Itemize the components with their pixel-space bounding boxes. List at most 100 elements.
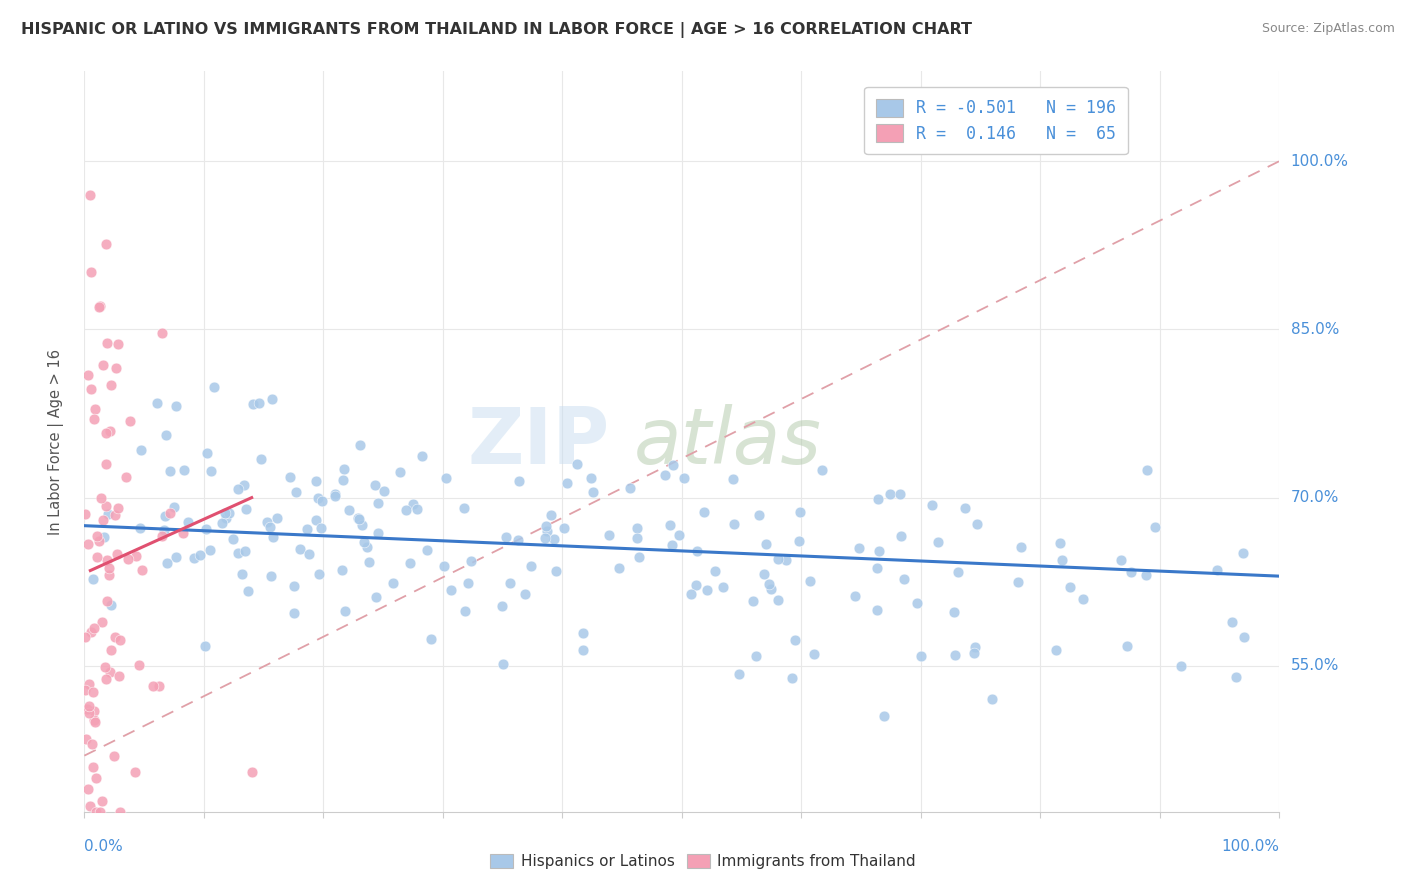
Point	[434, 471, 457, 485]
Point	[685, 578, 707, 592]
Point	[572, 626, 595, 640]
Point	[453, 501, 475, 516]
Point	[910, 648, 932, 663]
Point	[357, 555, 380, 569]
Point	[285, 485, 308, 500]
Point	[495, 530, 517, 544]
Point	[73, 507, 96, 521]
Text: Source: ZipAtlas.com: Source: ZipAtlas.com	[1261, 22, 1395, 36]
Point	[672, 471, 695, 485]
Point	[921, 498, 943, 512]
Point	[250, 451, 273, 466]
Point	[100, 598, 122, 612]
Point	[94, 426, 117, 441]
Point	[266, 510, 288, 524]
Point	[108, 669, 131, 683]
Point	[1059, 580, 1081, 594]
Point	[80, 738, 103, 752]
Point	[1049, 536, 1071, 550]
Point	[235, 502, 257, 516]
Point	[110, 805, 132, 819]
Point	[1225, 670, 1247, 684]
Point	[661, 538, 683, 552]
Point	[927, 535, 949, 549]
Point	[155, 556, 177, 570]
Point	[94, 236, 117, 251]
Point	[440, 583, 463, 598]
Point	[388, 465, 411, 479]
Point	[297, 522, 319, 536]
Point	[98, 561, 121, 575]
Text: 0.0%: 0.0%	[84, 838, 124, 854]
Point	[572, 643, 595, 657]
Point	[543, 532, 565, 546]
Point	[211, 516, 233, 531]
Point	[124, 549, 146, 563]
Point	[555, 475, 578, 490]
Point	[866, 492, 889, 507]
Text: HISPANIC OR LATINO VS IMMIGRANTS FROM THAILAND IN LABOR FORCE | AGE > 16 CORRELA: HISPANIC OR LATINO VS IMMIGRANTS FROM TH…	[21, 22, 972, 38]
Point	[948, 566, 970, 580]
Point	[150, 529, 173, 543]
Point	[82, 572, 104, 586]
Point	[152, 523, 174, 537]
Point	[865, 602, 887, 616]
Point	[77, 782, 100, 797]
Point	[96, 499, 118, 513]
Point	[508, 474, 530, 488]
Point	[766, 592, 789, 607]
Point	[233, 544, 256, 558]
Text: 100.0%: 100.0%	[1291, 153, 1348, 169]
Point	[755, 537, 778, 551]
Point	[873, 709, 896, 723]
Point	[242, 397, 264, 411]
Point	[129, 442, 152, 457]
Point	[353, 535, 375, 549]
Point	[420, 632, 443, 646]
Point	[565, 458, 588, 472]
Point	[90, 491, 112, 505]
Point	[1109, 553, 1132, 567]
Point	[789, 505, 811, 519]
Point	[96, 553, 118, 567]
Point	[1119, 566, 1142, 580]
Point	[165, 399, 187, 413]
Point	[305, 475, 328, 489]
Point	[307, 491, 329, 505]
Point	[540, 508, 562, 523]
Point	[582, 484, 605, 499]
Point	[492, 657, 515, 672]
Point	[364, 478, 387, 492]
Point	[349, 512, 371, 526]
Point	[658, 517, 681, 532]
Point	[83, 622, 105, 636]
Point	[943, 605, 966, 619]
Point	[77, 536, 100, 550]
Legend: Hispanics or Latinos, Immigrants from Thailand: Hispanics or Latinos, Immigrants from Th…	[484, 848, 922, 875]
Point	[148, 679, 170, 693]
Point	[1170, 659, 1192, 673]
Point	[80, 382, 103, 396]
Point	[226, 482, 249, 496]
Point	[188, 548, 211, 562]
Point	[107, 337, 129, 351]
Point	[75, 731, 97, 746]
Point	[332, 474, 354, 488]
Point	[752, 567, 775, 582]
Point	[544, 565, 567, 579]
Point	[83, 714, 105, 728]
Point	[82, 685, 104, 699]
Point	[195, 445, 218, 459]
Point	[893, 572, 915, 586]
Point	[506, 533, 529, 547]
Legend: R = -0.501   N = 196, R =  0.146   N =  65: R = -0.501 N = 196, R = 0.146 N = 65	[865, 87, 1128, 154]
Point	[236, 584, 259, 599]
Point	[889, 487, 911, 501]
Point	[86, 550, 108, 565]
Point	[86, 771, 108, 785]
Point	[107, 501, 129, 516]
Point	[77, 368, 100, 382]
Point	[304, 513, 326, 527]
Point	[200, 464, 222, 478]
Point	[80, 625, 103, 640]
